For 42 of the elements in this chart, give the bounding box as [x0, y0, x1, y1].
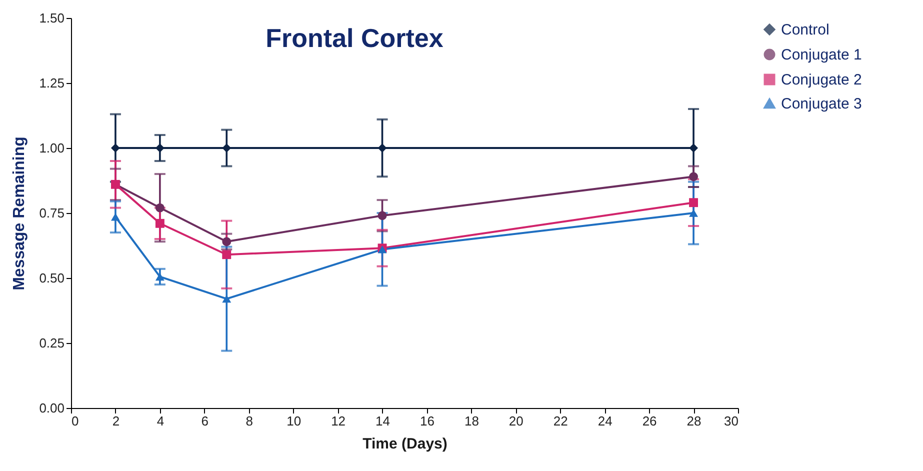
x-tick-label: 24: [598, 414, 612, 428]
legend-label: Conjugate 1: [781, 46, 862, 64]
y-tick-label: 1.00: [39, 140, 64, 156]
point: [689, 144, 698, 152]
y-tick-label: 0.25: [39, 336, 64, 350]
point: [689, 209, 698, 217]
legend-label: Control: [781, 22, 830, 38]
x-tick-label: 10: [286, 414, 302, 428]
x-tick-label: 2: [112, 414, 120, 428]
point: [689, 172, 698, 182]
legend-label: Conjugate 3: [781, 96, 862, 112]
y-tick-label: 1.50: [39, 10, 64, 26]
chart-title: Frontal Cortex: [266, 23, 444, 53]
y-tick-label: 1.25: [39, 76, 64, 90]
y-axis-title: Message Remaining: [11, 136, 28, 290]
y-tick-label: 0.50: [39, 270, 64, 286]
point: [155, 203, 164, 212]
x-tick-label: 4: [156, 414, 164, 428]
x-tick-label: 20: [508, 414, 524, 428]
point: [110, 213, 120, 221]
y-tick-label: 0.75: [39, 206, 64, 220]
x-axis-title: Time (Days): [362, 436, 448, 452]
x-tick-label: 28: [686, 414, 702, 428]
x-tick-label: 18: [464, 414, 479, 428]
x-tick-label: 0: [72, 414, 79, 428]
point: [378, 211, 387, 220]
x-tick-label: 16: [420, 414, 434, 428]
x-tick-label: 30: [724, 414, 738, 428]
x-tick-label: 26: [642, 414, 657, 428]
x-tick-label: 6: [201, 414, 209, 428]
point: [222, 237, 232, 246]
point: [222, 250, 232, 260]
point: [110, 144, 120, 152]
y-tick-label: 0.00: [39, 400, 64, 416]
point: [378, 144, 387, 152]
x-tick-label: 8: [246, 414, 253, 428]
x-tick-label: 22: [553, 414, 568, 428]
legend-label: Conjugate 2: [781, 72, 862, 88]
point: [155, 218, 164, 228]
x-tick-label: 12: [331, 414, 346, 428]
point: [689, 198, 698, 208]
x-tick-label: 14: [376, 414, 390, 428]
